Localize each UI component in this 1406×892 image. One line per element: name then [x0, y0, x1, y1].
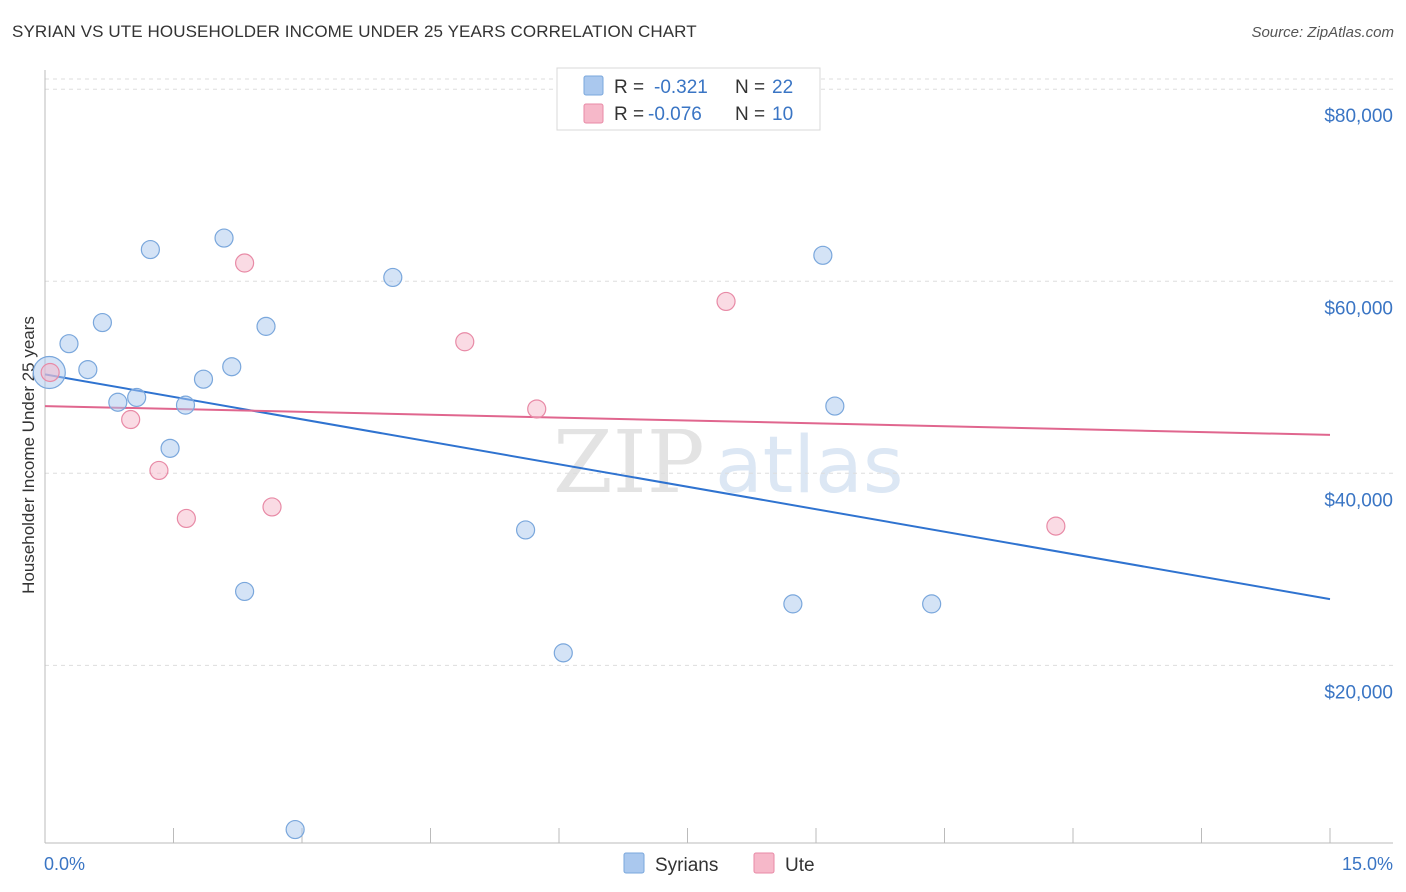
y-tick-label: $20,000	[1324, 682, 1393, 703]
data-point-ute	[176, 508, 196, 529]
legend-r-label-ute: R =	[614, 104, 644, 125]
x-tick-label-max: 15.0%	[1342, 854, 1393, 874]
trend-lines	[44, 373, 1331, 601]
source-credit: Source: ZipAtlas.com	[1251, 24, 1394, 41]
watermark-atlas: atlas	[715, 421, 904, 511]
data-point-syrians	[175, 395, 196, 415]
data-point-syrians	[59, 334, 79, 354]
data-point-ute	[1046, 516, 1066, 536]
data-point-syrians	[140, 239, 160, 260]
data-point-syrians	[222, 357, 242, 377]
data-point-syrians	[78, 359, 98, 380]
data-point-syrians	[783, 594, 803, 614]
trend-line-ute	[44, 405, 1331, 436]
legend-n-label-syrians: N =	[735, 77, 765, 98]
legend-r-value-syrians: -0.321	[654, 77, 708, 98]
data-point-ute	[455, 332, 475, 352]
data-point-syrians	[515, 520, 536, 540]
axes	[44, 70, 1393, 844]
y-tick-label: $40,000	[1324, 490, 1393, 511]
data-point-syrians	[813, 245, 833, 265]
data-point-ute	[121, 409, 141, 430]
data-points	[32, 228, 1066, 840]
data-point-syrians	[285, 819, 305, 840]
data-point-ute	[527, 399, 547, 419]
data-point-syrians	[256, 316, 276, 336]
data-point-ute	[716, 291, 736, 312]
y-tick-label: $60,000	[1324, 298, 1393, 319]
data-point-ute	[235, 253, 255, 273]
data-point-syrians	[235, 581, 255, 602]
data-point-syrians	[108, 392, 128, 412]
y-tick-labels: $20,000 $40,000 $60,000 $80,000	[1324, 106, 1393, 703]
legend-r-value-ute: -0.076	[648, 104, 702, 125]
bottom-swatch-syrians	[623, 852, 645, 874]
legend-swatch-ute	[583, 103, 604, 124]
bottom-swatch-ute	[753, 852, 775, 874]
legend-n-value-syrians: 22	[772, 77, 793, 98]
series-legend: Syrians Ute	[623, 852, 815, 876]
data-point-syrians	[825, 396, 845, 416]
legend-n-label-ute: N =	[735, 104, 765, 125]
y-axis-label: Householder Income Under 25 years	[19, 316, 38, 594]
data-point-syrians	[553, 643, 573, 663]
correlation-legend: R = -0.321 N = 22 R = -0.076 N = 10	[556, 67, 821, 131]
legend-swatch-syrians	[583, 75, 604, 96]
chart-title: SYRIAN VS UTE HOUSEHOLDER INCOME UNDER 2…	[12, 22, 697, 41]
data-point-syrians	[193, 369, 214, 389]
data-point-syrians	[92, 312, 112, 333]
data-point-syrians	[214, 228, 234, 248]
x-tick-label-min: 0.0%	[44, 854, 85, 874]
y-tick-label: $80,000	[1324, 106, 1393, 127]
data-point-ute	[40, 362, 60, 383]
legend-r-label-syrians: R =	[614, 77, 644, 98]
watermark-zip: ZIP	[553, 413, 705, 513]
data-point-ute	[149, 460, 169, 481]
trend-line-syrians	[44, 373, 1331, 601]
data-point-syrians	[922, 594, 942, 614]
legend-n-value-ute: 10	[772, 104, 793, 125]
data-point-syrians	[160, 438, 180, 458]
bottom-label-ute: Ute	[785, 855, 815, 876]
x-tick-labels: 0.0% 15.0%	[44, 854, 1393, 874]
data-point-ute	[262, 497, 282, 517]
data-point-syrians	[383, 267, 403, 288]
grid-lines	[45, 78, 1393, 666]
bottom-label-syrians: Syrians	[655, 855, 718, 876]
data-point-syrians	[127, 387, 147, 408]
